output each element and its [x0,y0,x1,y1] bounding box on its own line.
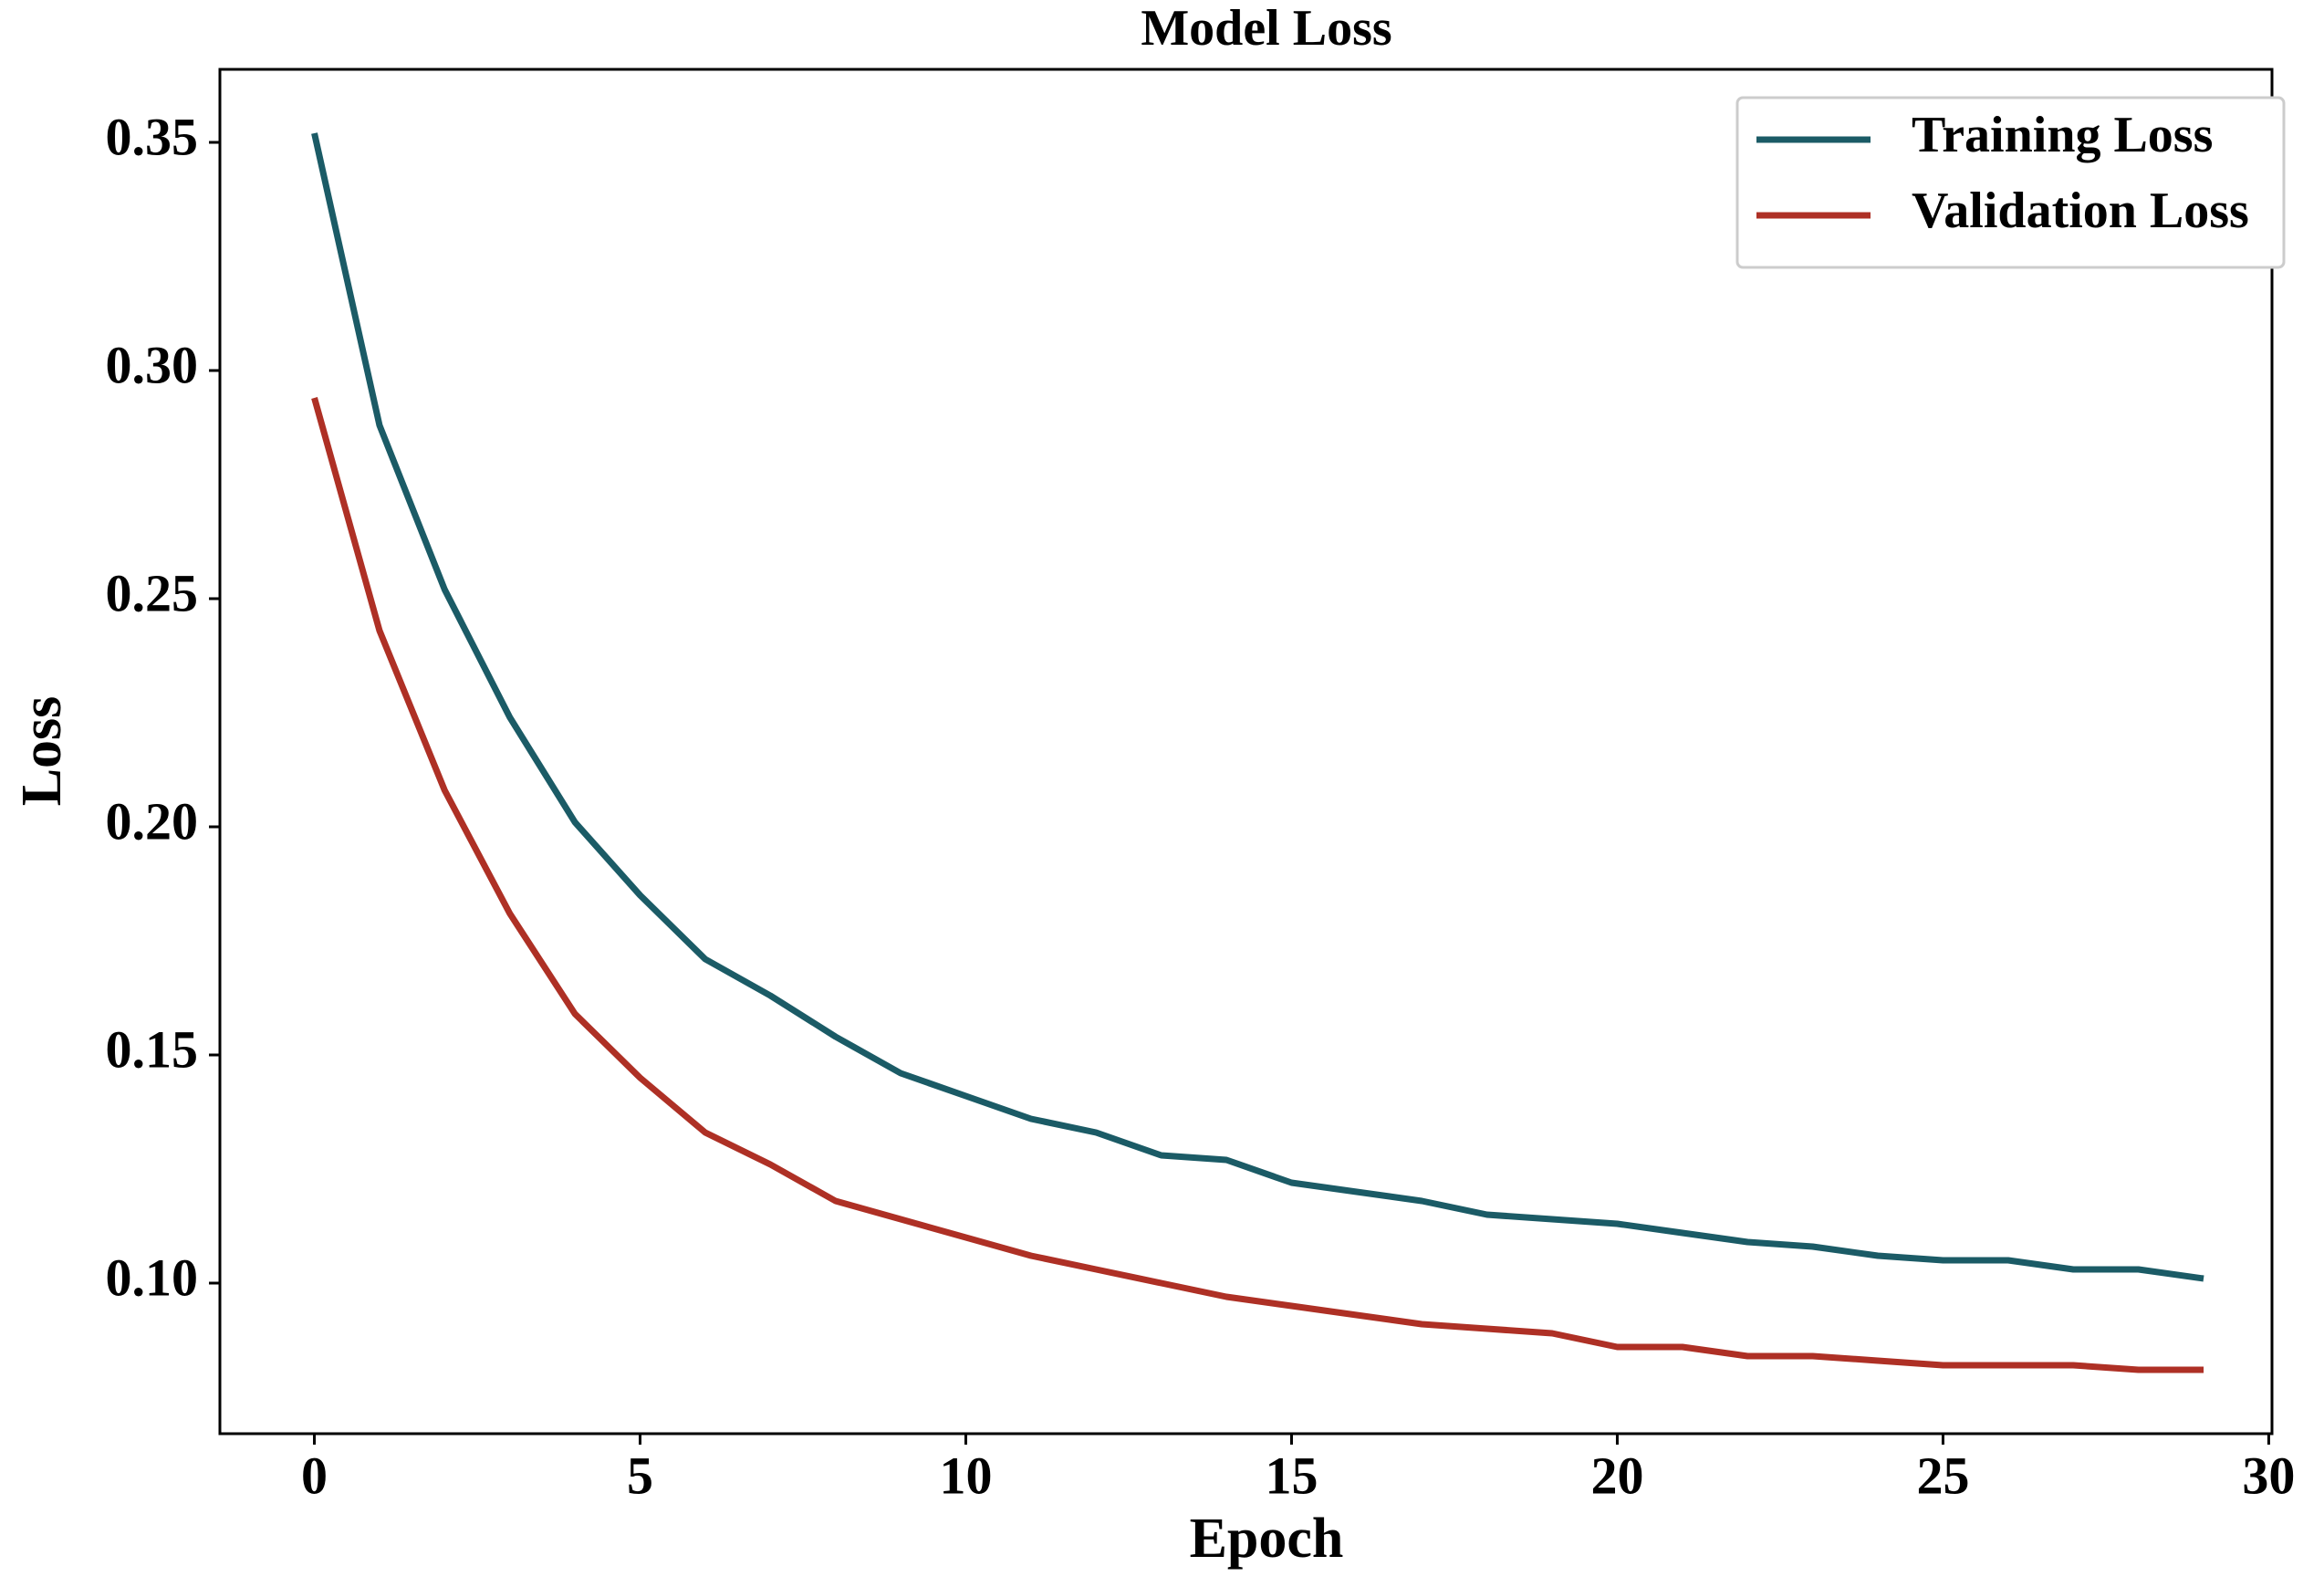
x-tick-label: 10 [939,1446,992,1505]
x-tick-label: 25 [1916,1446,1969,1505]
plot-frame [218,68,2274,1436]
x-axis-label: Epoch [1190,1508,1344,1570]
legend-box [1735,96,2286,269]
x-tick-label: 0 [301,1446,328,1505]
legend-label: Validation Loss [1912,183,2249,239]
x-tick-label: 20 [1590,1446,1643,1505]
y-tick-label: 0.10 [106,1248,199,1307]
y-tick-label: 0.30 [106,335,199,394]
chart-title: Model Loss [1141,0,1391,57]
x-tick-label: 15 [1265,1446,1318,1505]
x-tick-label: 30 [2242,1446,2295,1505]
y-tick-label: 0.35 [106,107,199,166]
y-axis-label: Loss [11,696,73,807]
y-tick-label: 0.20 [106,791,199,851]
y-tick-label: 0.25 [106,563,199,622]
x-tick-label: 5 [627,1446,653,1505]
y-tick-label: 0.15 [106,1019,199,1079]
legend-label: Training Loss [1912,107,2213,163]
series-line [311,397,2204,1373]
series-line [311,132,2204,1282]
